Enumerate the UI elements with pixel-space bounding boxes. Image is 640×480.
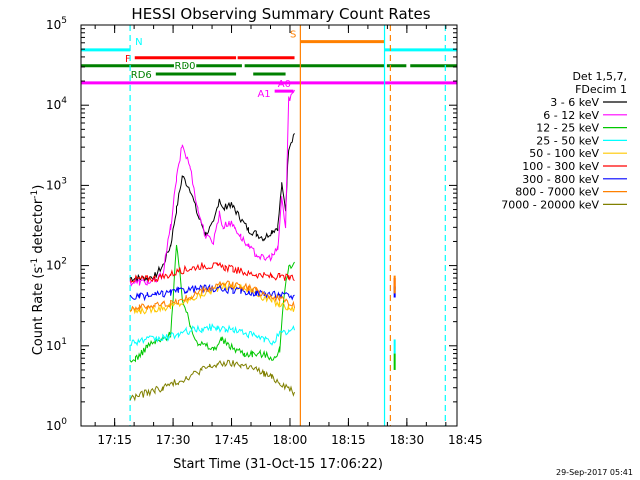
y-tick-label: 102 <box>46 257 67 273</box>
y-tick-label: 101 <box>46 337 67 353</box>
legend-entry-label: 25 - 50 keV <box>536 134 599 147</box>
x-tick-label: 17:45 <box>214 433 249 447</box>
legend-entry-label: 12 - 25 keV <box>536 122 599 135</box>
series-line <box>129 89 295 287</box>
x-tick-label: 18:15 <box>331 433 366 447</box>
footer-timestamp: 29-Sep-2017 05:41 <box>556 468 633 477</box>
y-tick-label: 104 <box>46 96 67 112</box>
flag-label: A0 <box>278 79 291 90</box>
legend-entry-label: 50 - 100 keV <box>529 147 599 160</box>
flag-label: RD6 <box>131 70 152 81</box>
series-group <box>129 89 396 402</box>
legend-entry-label: 3 - 6 keV <box>550 96 599 109</box>
x-axis-title: Start Time (31-Oct-15 17:06:22) <box>173 457 383 472</box>
y-tick-label: 105 <box>46 16 67 32</box>
plot-frame <box>80 24 458 427</box>
chart-title: HESSI Observing Summary Count Rates <box>131 5 430 23</box>
y-tick-label: 100 <box>46 417 67 433</box>
flag-label: A1 <box>257 89 270 100</box>
flag-label: N <box>135 37 142 48</box>
series-line <box>129 283 295 302</box>
series-line <box>129 322 295 347</box>
y-tick-label: 103 <box>46 176 67 192</box>
series-line <box>129 359 295 402</box>
series-line <box>129 133 295 283</box>
legend-header-line-1: Det 1,5,7, <box>572 70 627 83</box>
legend-entry-label: 800 - 7000 keV <box>515 186 599 199</box>
x-tick-label: 18:45 <box>448 433 483 447</box>
flag-label: S <box>290 30 296 41</box>
x-tick-label: 17:15 <box>97 433 132 447</box>
legend-entry-label: 7000 - 20000 keV <box>501 198 599 211</box>
x-tick-label: 17:30 <box>156 433 191 447</box>
x-tick-label: 18:00 <box>273 433 308 447</box>
y-axis-title: Count Rate (s-1 detector-1) <box>30 185 46 356</box>
legend-entry-label: 300 - 800 keV <box>522 173 599 186</box>
legend-entry-label: 6 - 12 keV <box>543 109 599 122</box>
flag-label: F <box>125 54 131 65</box>
legend-entry-label: 100 - 300 keV <box>522 160 599 173</box>
legend-header-line-2: FDecim 1 <box>575 83 627 96</box>
series-line <box>129 281 295 315</box>
series-line <box>129 280 295 312</box>
axis-ticks-group: 17:15 17:30 17:45 18:00 18:15 18:30 18:45 100 10… <box>46 16 483 447</box>
x-tick-label: 18:30 <box>390 433 425 447</box>
vertical-markers-group <box>129 25 446 426</box>
flag-bars-group: N S F RD0 RD6 A0 A1 <box>81 30 457 100</box>
series-line <box>129 244 295 363</box>
flag-label: RD0 <box>175 61 196 72</box>
series-line <box>129 261 295 283</box>
